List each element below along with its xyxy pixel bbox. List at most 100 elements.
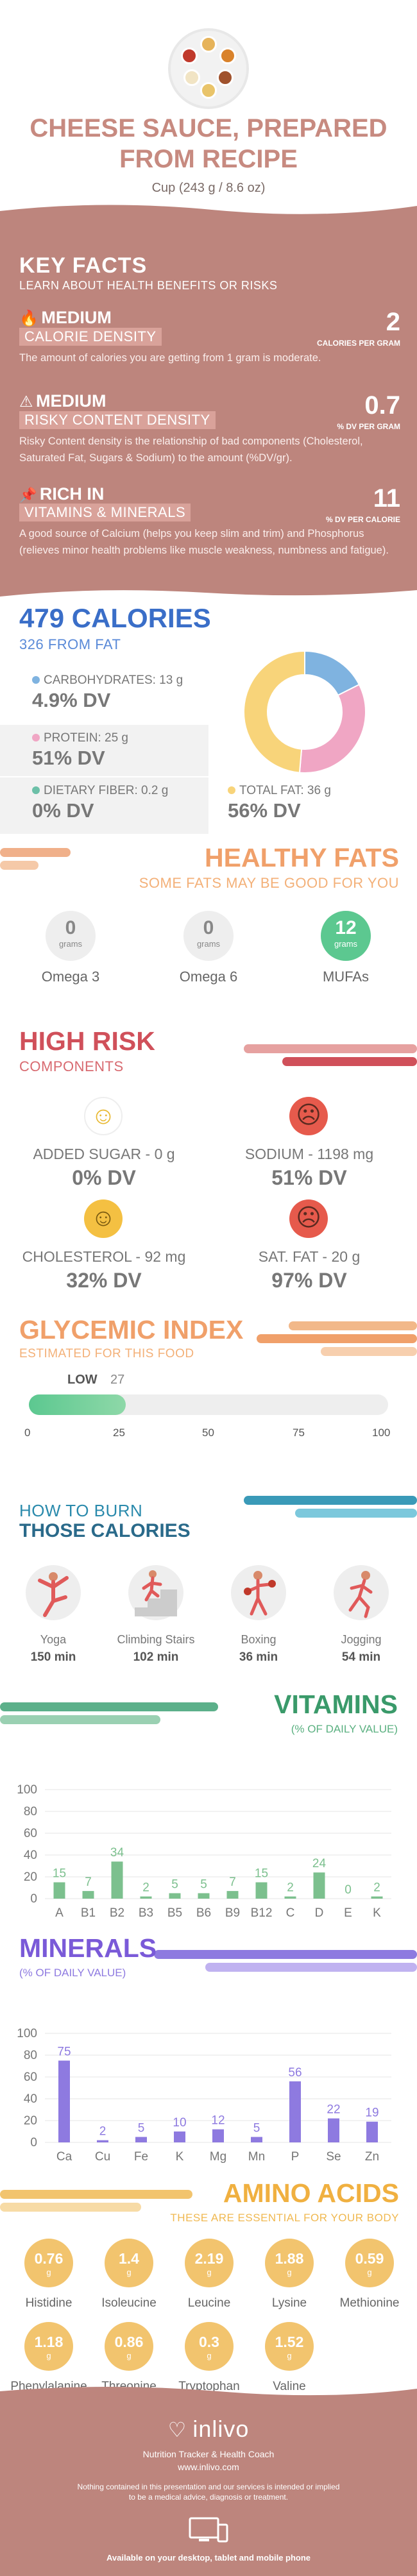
bar-B5 — [169, 1893, 181, 1899]
glycemic-tick: 0 — [24, 1427, 31, 1439]
amino-value: 0.76 — [34, 2250, 64, 2267]
activity-yoga: Yoga 150 min — [5, 1565, 101, 1665]
donut-slice-protein — [298, 683, 366, 774]
x-tick-label: B6 — [196, 1906, 211, 1920]
mufas-bubble: 12 grams — [321, 911, 371, 961]
bowl-icon — [217, 69, 234, 86]
vitamins-section: VITAMINS (% OF DAILY VALUE) 0 20 40 60 80 100… — [0, 1687, 417, 1931]
macro-dietary-fiber: DIETARY FIBER: 0.2 g 0% DV — [0, 777, 208, 834]
activity-minutes: 102 min — [133, 1650, 179, 1664]
minerals-subtitle: (% OF DAILY VALUE) — [19, 1967, 126, 1979]
amino-item: 1.52 g Valine — [248, 2322, 331, 2394]
amino-item: 0.59 g Methionine — [328, 2239, 411, 2310]
bar-value-label: 7 — [229, 1876, 236, 1889]
bar-value-label: 5 — [171, 1878, 178, 1892]
x-tick-label: A — [55, 1906, 64, 1920]
decor-bar — [0, 861, 38, 870]
amino-unit: g — [287, 2351, 292, 2360]
stairs-icon — [128, 1565, 183, 1620]
vitamins-title: VITAMINS — [274, 1690, 398, 1719]
fact-name: VITAMINS & MINERALS — [19, 504, 191, 521]
macro-dv: 4.9% DV — [32, 689, 111, 711]
bar-B1 — [82, 1891, 94, 1899]
bar-B3 — [140, 1896, 152, 1899]
x-tick-label: C — [286, 1906, 295, 1920]
bowl-icon — [219, 47, 236, 64]
fact-value: 0.7 — [364, 391, 400, 419]
macro-total-fat: TOTAL FAT: 36 g 56% DV — [208, 777, 417, 834]
wave-divider — [0, 590, 417, 603]
wave-divider — [0, 2387, 417, 2400]
bar-C — [284, 1896, 296, 1899]
glycemic-title: GLYCEMIC INDEX — [19, 1315, 244, 1344]
vitamins-bar-chart: 02040608010015A7B134B22B35B55B67B915B122… — [17, 1783, 391, 1920]
fact-unit: % DV PER CALORIE — [325, 515, 400, 524]
x-tick-label: B2 — [110, 1906, 124, 1920]
amino-title: AMINO ACIDS — [223, 2178, 399, 2208]
risk-dv: 0% DV — [72, 1166, 136, 1189]
burn-calories-section: HOW TO BURN THOSE CALORIES Yoga 150 min … — [0, 1469, 417, 1687]
macro-protein: PROTEIN: 25 g 51% DV — [0, 725, 208, 776]
bar-Fe — [135, 2137, 147, 2142]
decor-bar — [0, 1715, 160, 1724]
amino-unit: g — [126, 2267, 132, 2277]
footer-url[interactable]: www.inlivo.com — [178, 2462, 239, 2472]
amino-value: 1.4 — [119, 2250, 139, 2267]
glycemic-subtitle: ESTIMATED FOR THIS FOOD — [19, 1347, 194, 1360]
bar-value-label: 19 — [365, 2106, 379, 2120]
bubble-unit: grams — [196, 939, 221, 949]
amino-bubble: 0.86 g — [105, 2322, 153, 2371]
burn-title-line2: THOSE CALORIES — [19, 1520, 191, 1541]
decor-bar — [295, 1509, 417, 1518]
bar-B6 — [198, 1893, 210, 1899]
glycemic-tick: 100 — [372, 1427, 391, 1439]
amino-name: Leucine — [187, 2296, 231, 2310]
vitamins-subtitle: (% OF DAILY VALUE) — [291, 1723, 398, 1735]
high-risk-subtitle: COMPONENTS — [19, 1058, 124, 1074]
amino-unit: g — [126, 2351, 132, 2360]
x-tick-label: B12 — [251, 1906, 273, 1920]
bar-value-label: 2 — [142, 1881, 149, 1895]
x-tick-label: E — [344, 1906, 352, 1920]
y-tick-label: 20 — [24, 1870, 37, 1884]
bar-B2 — [111, 1861, 123, 1899]
bar-value-label: 2 — [373, 1881, 380, 1895]
footer-section: ♡ inlivo Nutrition Tracker & Health Coac… — [0, 2387, 417, 2576]
flame-icon: 🔥 — [19, 310, 38, 327]
calories-from-fat: 326 FROM FAT — [19, 636, 121, 652]
amino-bubble: 2.19 g — [185, 2239, 234, 2287]
bubble-unit: grams — [334, 939, 358, 949]
serving-size: Cup (243 g / 8.6 oz) — [151, 181, 266, 195]
brand-name: inlivo — [192, 2416, 250, 2442]
amino-unit: g — [207, 2351, 212, 2360]
x-tick-label: Mg — [210, 2150, 226, 2164]
activity-name: Climbing Stairs — [117, 1633, 195, 1646]
amino-unit: g — [207, 2267, 212, 2277]
activity-boxing: Boxing 36 min — [210, 1565, 307, 1665]
bar-D — [313, 1872, 325, 1899]
sad-face-icon: ☹ — [289, 1097, 328, 1135]
x-tick-label: Zn — [365, 2150, 379, 2164]
fact-value: 2 — [386, 308, 400, 336]
fact-description: Risky Content density is the relationshi… — [19, 436, 363, 464]
footer-disclaimer: Nothing contained in this presentation a… — [77, 2482, 340, 2491]
amino-value: 1.18 — [34, 2334, 64, 2350]
y-tick-label: 100 — [17, 2027, 37, 2040]
minerals-title: MINERALS — [19, 1933, 157, 1963]
key-facts-title: KEY FACTS — [19, 253, 148, 278]
amino-value: 1.52 — [275, 2334, 304, 2350]
glycemic-fill — [29, 1394, 126, 1415]
boxing-icon — [231, 1565, 286, 1620]
pin-icon: 📌 — [19, 487, 37, 503]
y-tick-label: 0 — [30, 2136, 37, 2149]
key-facts-section: KEY FACTS LEARN ABOUT HEALTH BENEFITS OR… — [0, 221, 417, 603]
amino-name: Isoleucine — [101, 2296, 157, 2310]
omega6-label: Omega 6 — [179, 969, 238, 985]
x-tick-label: P — [291, 2150, 300, 2164]
donut-slice-total-fat — [243, 650, 305, 774]
fact-unit: % DV PER GRAM — [337, 422, 400, 431]
risk-dv: 97% DV — [271, 1269, 347, 1292]
decor-bar — [154, 1950, 417, 1959]
risk-label: CHOLESTEROL - 92 mg — [22, 1248, 186, 1265]
bar-value-label: 2 — [99, 2125, 106, 2139]
